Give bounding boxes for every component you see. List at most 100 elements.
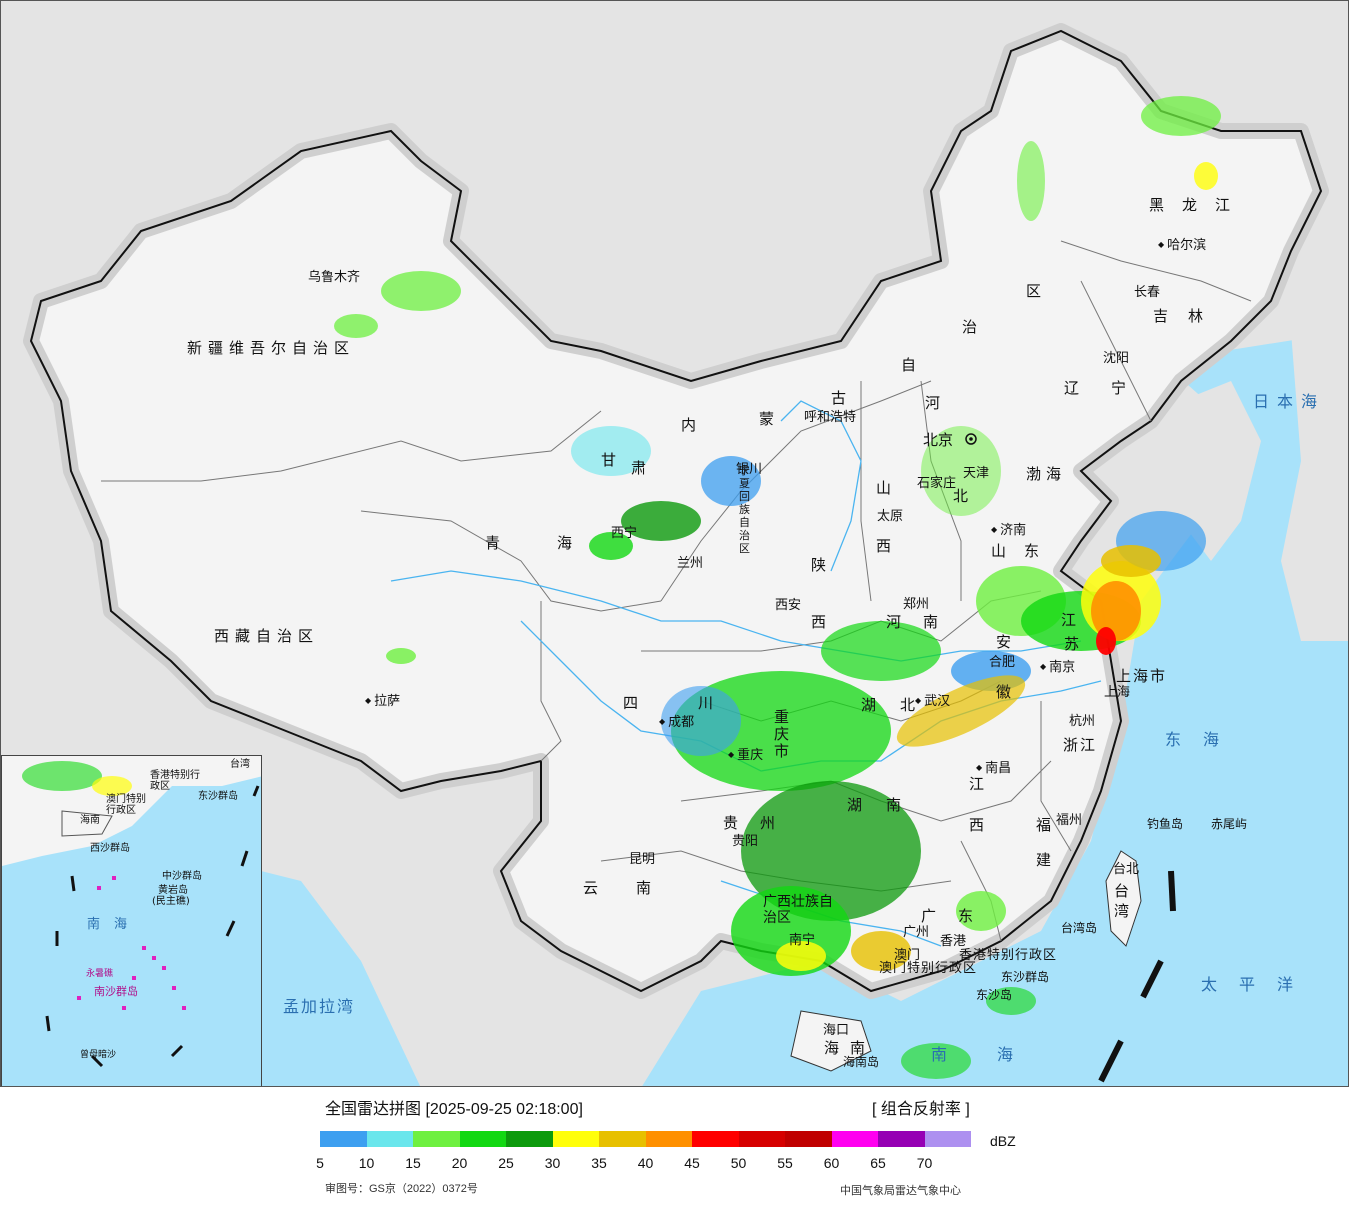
legend-tick: 25	[498, 1155, 514, 1171]
legend-swatch	[831, 1131, 878, 1147]
capital-marker-center	[969, 437, 973, 441]
city-label: 南京	[1040, 661, 1075, 674]
province-label: 海	[824, 1039, 846, 1057]
legend-tick: 60	[823, 1155, 840, 1171]
inset-label: 东沙群岛	[198, 791, 238, 802]
legend-panel: 全国雷达拼图 [2025-09-25 02:18:00] [ 组合反射率 ] d…	[0, 1087, 1349, 1208]
legend-tick: 70	[916, 1155, 933, 1171]
city-label: 呼和浩特	[804, 410, 857, 425]
province-label: 内	[681, 416, 703, 434]
province-label: 江	[1061, 611, 1083, 629]
legend-tick: 15	[405, 1155, 421, 1171]
legend-title: 全国雷达拼图 [2025-09-25 02:18:00]	[325, 1101, 583, 1118]
city-label: 成都	[659, 716, 694, 729]
sea-label: 日本海	[1253, 392, 1326, 411]
city-label: 北京	[923, 431, 954, 449]
province-label: 山	[876, 479, 898, 497]
inset-canvas	[2, 756, 261, 1068]
province-label: 治	[962, 318, 984, 336]
province-label: 青	[485, 534, 507, 552]
inset-label: 南海	[87, 917, 142, 932]
inset-label: 中沙群岛	[162, 871, 202, 882]
city-label: 海口	[823, 1023, 850, 1038]
province-label: 河南	[886, 613, 961, 631]
inset-dashes	[45, 785, 260, 1068]
place-label: 海南岛	[843, 1055, 880, 1069]
city-label: 南昌	[976, 762, 1011, 775]
inset-label: 永暑礁	[86, 969, 114, 979]
city-label: 上海	[1104, 685, 1131, 700]
place-label: 东沙岛	[976, 988, 1013, 1002]
province-label: 西藏自治区	[214, 627, 320, 645]
province-label: 广东	[921, 907, 996, 925]
agency-credit: 中国气象局雷达气象中心	[840, 1185, 961, 1197]
city-label: 郑州	[903, 597, 930, 612]
province-label: 海	[1046, 465, 1068, 483]
radar-map: 新疆维吾尔自治区 西藏自治区 青 海 甘 肃 内 蒙 古 自 治 区 黑龙江 吉…	[0, 0, 1349, 1087]
province-label: 湖南	[847, 796, 926, 814]
province-label: 江	[969, 775, 991, 793]
province-label: 古	[831, 389, 853, 407]
city-label: 南宁	[789, 933, 816, 948]
province-label: 河	[925, 394, 947, 412]
province-label: 黑龙江	[1149, 196, 1249, 214]
sea-label: 太平洋	[1201, 975, 1316, 994]
province-label: 肃	[631, 459, 653, 477]
province-label: 湖北	[861, 696, 940, 714]
legend-swatch	[366, 1131, 413, 1147]
inset-label: 曾母暗沙	[80, 1050, 117, 1060]
legend-tick: 50	[730, 1155, 747, 1171]
inset-label: 台湾	[230, 759, 250, 770]
capital-marker	[965, 433, 977, 445]
inset-echo	[92, 776, 132, 796]
province-label: 重庆市	[774, 708, 790, 760]
city-label: 贵阳	[732, 834, 759, 849]
city-label: 武汉	[915, 695, 950, 708]
scale-ticks: 5 10 15 20 25 30 35 40 45 50 55 60 65 70	[316, 1155, 980, 1173]
place-label: 赤尾屿	[1211, 817, 1248, 831]
national-border	[29, 29, 1323, 993]
legend-swatch	[413, 1131, 460, 1147]
legend-swatch	[459, 1131, 506, 1147]
city-label: 西宁	[611, 526, 638, 541]
province-label: 安	[996, 633, 1018, 651]
legend-tick: 55	[777, 1155, 793, 1171]
product-label: [ 组合反射率 ]	[872, 1101, 970, 1118]
legend-swatch	[738, 1131, 785, 1147]
legend-swatch	[645, 1131, 692, 1147]
city-label: 昆明	[629, 852, 656, 867]
province-label: 海	[557, 534, 579, 552]
city-label: 沈阳	[1103, 351, 1130, 366]
city-label: 合肥	[989, 655, 1016, 670]
bay-of-bengal	[261, 871, 421, 1086]
radar-echoes	[334, 96, 1221, 1079]
inset-label: 香港特别行政区	[150, 770, 200, 792]
province-label: 香港特别行政区	[959, 948, 1058, 963]
city-label: 哈尔滨	[1158, 239, 1206, 252]
province-label: 澳门特别行政区	[879, 961, 978, 976]
city-label: 太原	[877, 509, 904, 524]
taiwan-island-shape	[1105, 850, 1142, 947]
sea-label: 南海	[931, 1045, 1064, 1064]
legend-swatch	[878, 1131, 925, 1147]
legend-tick: 35	[591, 1155, 607, 1171]
place-label: 台湾岛	[1061, 921, 1098, 935]
inset-label: (民主礁)	[152, 896, 190, 907]
place-label: 东沙群岛	[1001, 970, 1050, 984]
province-label: 南	[850, 1039, 872, 1057]
legend-swatch	[785, 1131, 832, 1147]
legend-tick: 30	[544, 1155, 561, 1171]
province-label: 区	[1026, 282, 1048, 300]
unit-label: dBZ	[990, 1133, 1016, 1149]
city-label: 天津	[963, 466, 990, 481]
korea-peninsula	[1181, 381, 1261, 561]
city-label: 拉萨	[365, 695, 400, 708]
province-label: 宁	[1111, 379, 1133, 397]
province-label: 云南	[583, 879, 690, 897]
city-label: 杭州	[1069, 714, 1096, 729]
province-label: 建	[1036, 851, 1058, 869]
province-label: 渤	[1026, 465, 1048, 483]
sea-label: 孟加拉湾	[283, 997, 356, 1016]
province-label: 宁夏回族自治区	[739, 464, 750, 555]
legend-tick: 10	[358, 1155, 375, 1171]
